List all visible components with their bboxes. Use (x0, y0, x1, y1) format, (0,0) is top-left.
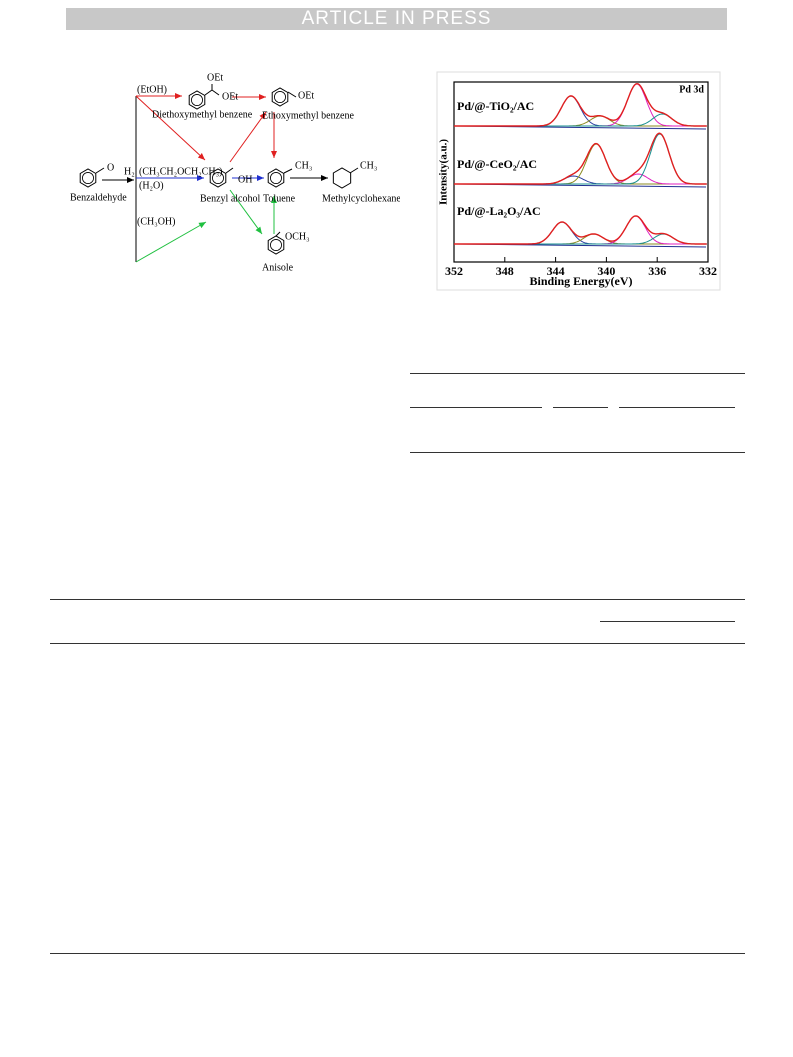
bond (204, 89, 213, 96)
scheme-label: OCH₃ (285, 231, 310, 242)
scheme-label: (CH₃OH) (137, 216, 175, 227)
scheme-label: Diethoxymethyl benzene (152, 109, 253, 120)
banner: ARTICLE IN PRESS (66, 8, 727, 30)
table-rule (410, 452, 745, 453)
scheme-label: CH₃ (360, 160, 377, 171)
ring (188, 90, 206, 110)
ring-inner (274, 91, 286, 103)
ring (271, 87, 289, 107)
reaction-arrow (229, 111, 267, 163)
x-tick-label: 332 (699, 264, 717, 278)
table-rule (50, 953, 745, 954)
scheme-label: (EtOH) (137, 84, 167, 95)
table-rule (553, 407, 608, 408)
scheme-label: Anisole (262, 262, 294, 273)
scheme-label: Toluene (263, 193, 296, 204)
x-tick-label: 352 (445, 264, 463, 278)
bond (283, 168, 293, 174)
ring (209, 168, 227, 188)
chart-frame (436, 71, 721, 291)
reaction-scheme: (EtOH) OEt OEt Diethoxymethyl benzene Ethoxy… (70, 72, 400, 273)
table-rule (410, 373, 745, 374)
reaction-arrow (135, 95, 206, 161)
series-label: Pd/@-CeO₂/AC (457, 157, 537, 171)
scheme-label: Ethoxymethyl benzene (262, 110, 354, 121)
bond (211, 89, 220, 96)
reaction-arrow (135, 221, 207, 263)
x-tick-label: 344 (547, 264, 565, 278)
scheme-label: (CH₃CH₂OCH₂CH₃) (139, 166, 222, 177)
scheme-label: OH (238, 174, 252, 185)
reaction-arrow (229, 189, 263, 235)
bond (349, 167, 359, 174)
ring (79, 168, 97, 188)
ring-inner (82, 172, 94, 184)
scheme-label: OEt (298, 90, 314, 101)
scheme-label: OEt (207, 72, 223, 83)
x-tick-label: 336 (648, 264, 666, 278)
scheme-label: H₂ (124, 166, 135, 177)
series-label: Pd/@-TiO₂/AC (457, 99, 534, 113)
annotation: Pd 3d (679, 84, 704, 95)
x-tick-label: 348 (496, 264, 514, 278)
bond (95, 167, 105, 174)
ring-inner (270, 239, 282, 251)
y-axis-label: Intensity(a.u.) (438, 139, 450, 205)
ring (267, 235, 285, 255)
series-label: Pd/@-La₂O₃/AC (457, 204, 541, 218)
scheme-label: Benzaldehyde (70, 192, 127, 203)
table-rule (50, 643, 745, 644)
table-rule (50, 599, 745, 600)
scheme-label: CH₃ (295, 160, 312, 171)
ring-inner (191, 94, 203, 106)
table-rule (619, 407, 735, 408)
table-rule (410, 407, 542, 408)
bond (275, 231, 281, 237)
ring (267, 168, 285, 188)
table-rule (600, 621, 735, 622)
fit-envelope (454, 82, 707, 127)
fit-envelope (454, 215, 707, 245)
scheme-label: Methylcyclohexane (322, 193, 400, 204)
xps-chart: 352 348 344 340 336 332 Binding Energy(eV) Inte… (436, 71, 721, 291)
fit-envelope (454, 132, 707, 185)
scheme-label: O (107, 162, 114, 173)
scheme-label: Benzyl alcohol (200, 193, 260, 204)
plot-area (453, 81, 709, 263)
bond (287, 91, 297, 98)
ring-inner (212, 172, 224, 184)
x-axis-label: Binding Energy(eV) (529, 274, 632, 288)
ring-inner (270, 172, 282, 184)
scheme-label: (H₂O) (139, 180, 164, 191)
x-tick-label: 340 (597, 264, 615, 278)
bond (225, 167, 234, 174)
scheme-label: OEt (222, 91, 238, 102)
